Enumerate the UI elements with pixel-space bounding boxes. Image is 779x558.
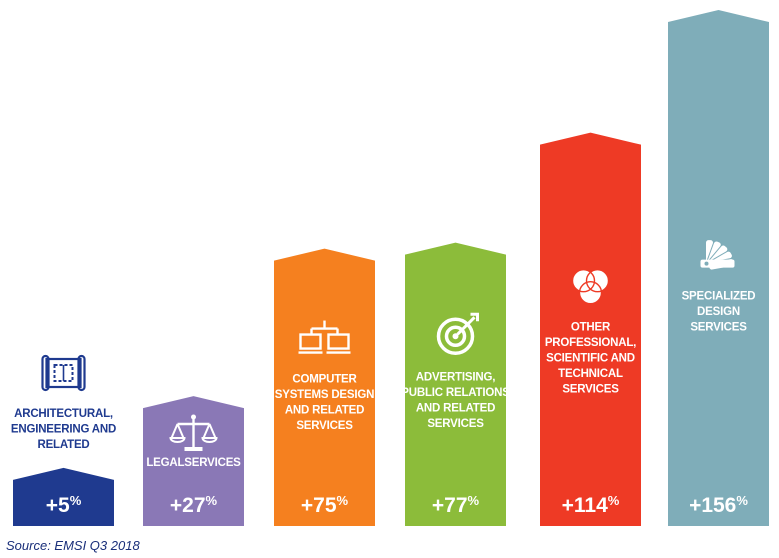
bar-category-label: LEGALSERVICES [146,457,241,469]
blueprint-icon [41,354,86,392]
bar-category-label: COMPUTER SYSTEMS DESIGN AND RELATED SERVICE… [275,374,374,433]
bar-value-label: +5% [46,493,82,517]
bar-value-label: +156% [689,493,748,517]
bar-5 [540,132,641,526]
venn-circles-icon [571,269,610,305]
bar-value-label: +75% [301,493,349,517]
bar-category-label: SPECIALIZED DESIGN SERVICES [682,291,756,334]
bar-2 [143,396,244,526]
network-computers-icon [298,320,351,354]
bar-category-label: OTHER PROFESSIONAL, SCIENTIFIC AND TECHNICA… [545,322,636,396]
bar-4 [405,242,506,526]
bar-category-label: ARCHITECTURAL, ENGINEERING AND RELATED [11,408,116,451]
bar-3 [274,248,375,527]
source-note: Source: EMSI Q3 2018 [6,538,140,553]
bar-1 [13,467,114,526]
bar-value-label: +27% [170,493,218,517]
target-icon [436,312,479,356]
swatch-fan-icon [700,239,735,271]
bar-value-label: +77% [432,493,480,517]
bar-category-label: ADVERTISING, PUBLIC RELATIONS AND RELATED S… [401,371,510,430]
bar-value-label: +114% [562,493,620,517]
scales-icon [169,414,218,451]
